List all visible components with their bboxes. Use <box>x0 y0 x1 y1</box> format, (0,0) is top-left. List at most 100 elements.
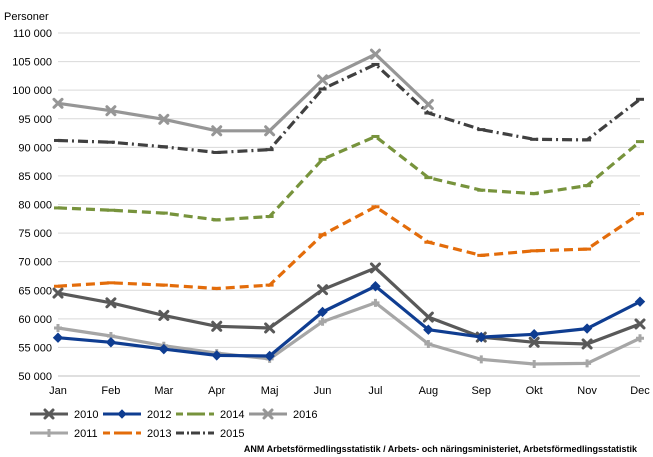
data-point-marker <box>422 98 434 110</box>
y-tick-label: 65 000 <box>18 285 52 297</box>
series-2010 <box>52 262 646 350</box>
legend-item-2013: 2013 <box>103 428 171 440</box>
data-point-marker <box>634 318 646 330</box>
series-lines <box>52 48 646 368</box>
legend-label: 2010 <box>74 409 98 421</box>
x-tick-label: Jul <box>368 385 382 397</box>
legend: 2010 2012 2014 2016 2011 2013 2015 <box>30 408 317 440</box>
data-point-marker <box>264 125 276 137</box>
series-2012 <box>52 281 646 362</box>
legend-item-2014: 2014 <box>176 409 244 421</box>
x-tick-label: Feb <box>101 385 120 397</box>
data-point-marker <box>318 317 327 326</box>
y-tick-label: 110 000 <box>13 28 52 40</box>
y-axis-title: Personer <box>4 11 49 23</box>
series-2016 <box>52 48 434 137</box>
data-point-marker <box>476 331 487 343</box>
series-line-2012 <box>57 284 641 358</box>
legend-label: 2012 <box>147 409 171 421</box>
data-point-marker <box>158 113 170 125</box>
data-point-marker <box>581 323 593 334</box>
y-tick-label: 70 000 <box>18 257 52 269</box>
data-point-marker <box>423 324 434 335</box>
y-tick-label: 85 000 <box>18 171 52 183</box>
series-line-2016 <box>57 52 430 133</box>
data-point-marker <box>45 429 53 437</box>
data-point-marker <box>264 322 276 334</box>
data-point-marker <box>105 105 117 117</box>
data-point-marker <box>43 408 55 420</box>
legend-label: 2011 <box>74 428 98 440</box>
series-2014 <box>54 134 644 222</box>
data-point-marker <box>581 338 593 350</box>
legend-label: 2015 <box>220 428 244 440</box>
data-point-marker <box>369 48 381 60</box>
data-point-marker <box>422 311 434 323</box>
x-tick-label: Nov <box>577 385 597 397</box>
series-2015 <box>54 62 644 155</box>
x-tick-label: Maj <box>261 385 279 397</box>
x-tick-label: Okt <box>526 385 543 397</box>
data-point-marker <box>211 320 223 332</box>
x-tick-label: Jun <box>314 385 332 397</box>
series-line-2010 <box>57 266 641 346</box>
x-tick-label: Mar <box>154 385 173 397</box>
data-point-marker <box>158 309 170 321</box>
data-point-marker <box>52 287 64 299</box>
data-point-marker <box>317 74 329 86</box>
x-tick-label: Apr <box>208 385 225 397</box>
data-point-marker <box>105 297 117 309</box>
data-point-marker <box>528 336 540 348</box>
data-point-marker <box>317 306 328 318</box>
series-2013 <box>54 205 644 291</box>
data-point-marker <box>158 343 170 355</box>
data-point-marker <box>105 337 117 348</box>
source-note: ANM Arbetsförmedlingsstatistik / Arbets-… <box>244 444 638 454</box>
y-tick-label: 60 000 <box>18 314 52 326</box>
data-point-marker <box>262 408 274 420</box>
grid-lines <box>58 32 640 377</box>
x-axis-ticks: Jan Feb Mar Apr Maj Jun Jul Aug Sep Okt Nov Dec <box>49 385 650 397</box>
y-tick-label: 95 000 <box>18 114 52 126</box>
x-tick-label: Dec <box>630 385 650 397</box>
data-point-marker <box>54 323 62 332</box>
data-point-marker <box>583 359 592 368</box>
legend-label: 2016 <box>293 409 317 421</box>
y-tick-label: 75 000 <box>18 228 52 240</box>
data-point-marker <box>530 359 539 368</box>
y-tick-label: 50 000 <box>18 371 52 383</box>
legend-item-2011: 2011 <box>30 428 98 440</box>
series-line-2014 <box>57 134 642 222</box>
data-point-marker <box>371 298 380 307</box>
data-point-marker <box>52 332 64 343</box>
data-point-marker <box>370 281 381 292</box>
legend-item-2012: 2012 <box>103 409 171 421</box>
data-point-marker <box>424 339 433 348</box>
data-point-marker <box>211 125 223 137</box>
y-tick-label: 80 000 <box>18 200 52 212</box>
x-tick-label: Jan <box>49 385 67 397</box>
y-tick-label: 55 000 <box>18 342 52 354</box>
legend-label: 2013 <box>147 428 171 440</box>
y-tick-label: 90 000 <box>18 142 52 154</box>
x-tick-label: Sep <box>471 385 491 397</box>
x-tick-label: Aug <box>419 385 439 397</box>
data-point-marker <box>369 262 381 274</box>
legend-item-2010: 2010 <box>30 408 98 421</box>
data-point-marker <box>117 409 127 419</box>
data-point-marker <box>634 296 646 307</box>
data-point-marker <box>477 355 486 364</box>
legend-item-2016: 2016 <box>249 408 317 421</box>
data-point-marker <box>636 334 644 343</box>
y-axis-ticks: 50 000 55 000 60 000 65 000 70 000 75 000 80 0… <box>12 28 52 383</box>
legend-label: 2014 <box>220 409 244 421</box>
series-line-2011 <box>57 301 641 366</box>
y-tick-label: 100 000 <box>12 85 52 97</box>
data-point-marker <box>528 329 540 340</box>
data-point-marker <box>264 350 275 362</box>
y-tick-label: 105 000 <box>12 57 52 69</box>
series-line-2015 <box>57 62 641 155</box>
data-point-marker <box>317 284 329 296</box>
series-line-2013 <box>57 205 641 291</box>
